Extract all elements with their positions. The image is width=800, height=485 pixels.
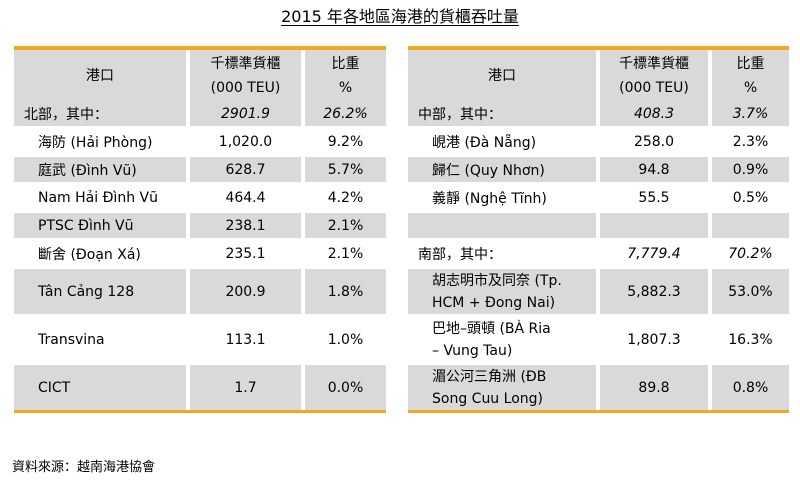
left-table: 港口 千標準貨櫃 (000 TEU) 比重% 北部，其中： 2901.9 26.2…	[14, 46, 386, 413]
right-table: 港口 千標準貨櫃 (000 TEU) 比重% 中部，其中： 408.3 3.7% …	[408, 46, 789, 413]
header-volume: 千標準貨櫃 (000 TEU)	[190, 46, 301, 102]
table-row-empty	[408, 213, 789, 241]
table-row: 湄公河三角洲 (ĐB Song Cuu Long) 89.8 0.8%	[408, 365, 789, 413]
table-row: 胡志明市及同奈 (Tp. HCM + Đong Nai) 5,882.3 53.0…	[408, 269, 789, 317]
table-row: 北部，其中： 2901.9 26.2%	[14, 102, 386, 129]
table-row: CICT 1.7 0.0%	[14, 365, 386, 413]
table-row: 海防 (Hải Phòng) 1,020.0 9.2%	[14, 129, 386, 157]
table-row: Transvina 113.1 1.0%	[14, 317, 386, 365]
table-row: Tân Cảng 128 200.9 1.8%	[14, 269, 386, 317]
header-port: 港口	[408, 46, 596, 102]
header-volume: 千標準貨櫃 (000 TEU)	[600, 46, 708, 102]
table-row: 巴地–頭頓 (BÀ Ria – Vung Tau) 1,807.3 16.3%	[408, 317, 789, 365]
header-port: 港口	[14, 46, 186, 102]
table-row: 中部，其中： 408.3 3.7%	[408, 102, 789, 129]
table-row: 義靜 (Nghệ Tĩnh) 55.5 0.5%	[408, 185, 789, 213]
table-row: 庭武 (Đình Vũ) 628.7 5.7%	[14, 157, 386, 185]
table-row: PTSC Đình Vũ 238.1 2.1%	[14, 213, 386, 241]
table-row: 斷舍 (Đoạn Xá) 235.1 2.1%	[14, 241, 386, 269]
table-row: 歸仁 (Quy Nhơn) 94.8 0.9%	[408, 157, 789, 185]
header-share: 比重%	[305, 46, 386, 102]
table-row: Nam Hải Đình Vũ 464.4 4.2%	[14, 185, 386, 213]
source-note: 資料來源：越南海港協會	[12, 460, 156, 475]
table-title: 2015 年各地區海港的貨櫃吞吐量	[281, 7, 519, 26]
table-row: 峴港 (Đà Nẵng) 258.0 2.3%	[408, 129, 789, 157]
table-row: 南部，其中： 7,779.4 70.2%	[408, 241, 789, 269]
header-share: 比重%	[712, 46, 789, 102]
